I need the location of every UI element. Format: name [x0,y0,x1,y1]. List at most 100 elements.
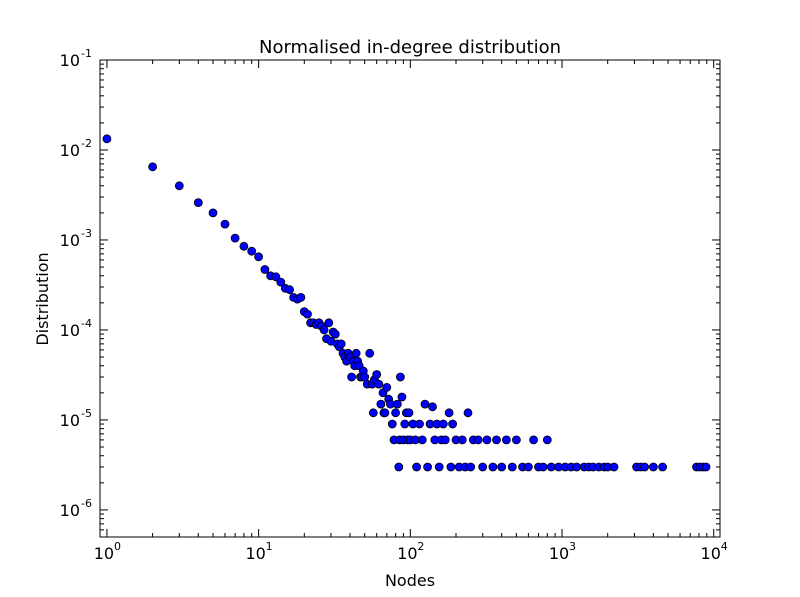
data-point [102,134,112,144]
data-point [220,219,230,229]
data-point [387,419,397,429]
y-tick-base: 10 [60,141,80,160]
data-point [382,382,392,392]
data-point [524,462,533,472]
y-tick-base: 10 [60,231,80,250]
data-point [380,408,390,418]
data-point [254,252,264,262]
data-point [374,379,384,389]
data-point [512,435,521,445]
x-tick-base: 10 [397,544,417,563]
data-point [463,408,473,418]
data-point [347,372,357,382]
data-point [640,462,649,472]
data-point [376,399,386,409]
x-tick-exponent: 3 [569,540,576,553]
data-point [395,372,405,382]
data-point [404,408,414,418]
data-point [609,462,619,472]
data-point [434,462,444,472]
y-tick-label: 10 -5 [60,407,92,430]
data-point [394,462,404,472]
data-point [473,435,483,445]
data-point [260,265,270,274]
data-point [423,462,433,472]
data-point [392,399,402,409]
data-point [444,408,454,418]
y-tick-base: 10 [60,411,80,430]
data-point [391,408,401,418]
y-tick-base: 10 [60,501,80,520]
data-point [538,462,548,472]
data-point [230,233,240,243]
y-tick-label: 10 -6 [60,497,92,520]
y-tick-exponent: -6 [81,497,92,510]
data-point [303,309,312,319]
data-point [208,208,218,218]
data-point [546,462,556,472]
y-tick-label: 10 -2 [60,137,92,160]
x-tick-label: 10 1 [245,540,272,563]
data-point [448,419,458,429]
data-point [174,181,184,191]
data-point [351,348,361,358]
data-point [148,162,158,172]
y-tick-exponent: -4 [81,317,92,330]
x-tick-exponent: 0 [114,540,121,553]
data-point [365,348,375,358]
x-tick-label: 10 4 [701,540,728,563]
axis-ticks: 10 0 10 1 10 2 10 3 10 410 -110 -210 -310 -410 -510 -6 [60,47,728,563]
y-tick-base: 10 [60,321,80,340]
x-tick-base: 10 [701,544,721,563]
data-point [507,462,517,472]
y-tick-exponent: -2 [81,137,92,150]
data-point [276,277,286,287]
x-tick-exponent: 4 [721,540,728,553]
data-points [102,134,711,472]
x-tick-base: 10 [245,544,265,563]
data-point [649,462,658,472]
x-tick-label: 10 2 [397,540,424,563]
y-tick-exponent: -3 [81,227,92,240]
data-point [420,399,430,409]
plot-frame [99,59,721,538]
data-point [397,392,407,402]
x-tick-exponent: 1 [266,540,273,553]
data-point [658,462,667,472]
data-point [193,198,203,208]
data-point [400,419,410,429]
chart-title: Normalised in-degree distribution [259,37,561,58]
y-tick-label: 10 -3 [60,227,92,250]
data-point [572,462,582,472]
y-tick-base: 10 [60,51,80,70]
y-axis-label: Distribution [33,252,52,345]
data-point [247,246,257,256]
data-point [417,435,427,445]
y-tick-label: 10 -4 [60,317,92,340]
y-tick-exponent: -5 [81,407,92,420]
x-tick-label: 10 0 [94,540,121,563]
data-point [239,241,249,251]
data-point [482,435,492,445]
data-point [372,370,382,379]
data-point [497,462,507,472]
data-point [330,329,340,339]
data-point [488,462,498,472]
data-point [501,435,511,445]
data-point [466,462,476,472]
data-point [446,462,456,472]
data-point [324,318,334,328]
data-point [478,462,488,472]
data-point [319,325,329,335]
y-tick-label: 10 -1 [60,47,92,70]
data-point [492,435,501,445]
x-tick-base: 10 [94,544,114,563]
data-point [336,339,346,349]
data-point [457,435,467,445]
data-point [428,402,437,412]
x-tick-base: 10 [549,544,569,563]
data-point [440,435,450,445]
data-point [438,419,448,429]
